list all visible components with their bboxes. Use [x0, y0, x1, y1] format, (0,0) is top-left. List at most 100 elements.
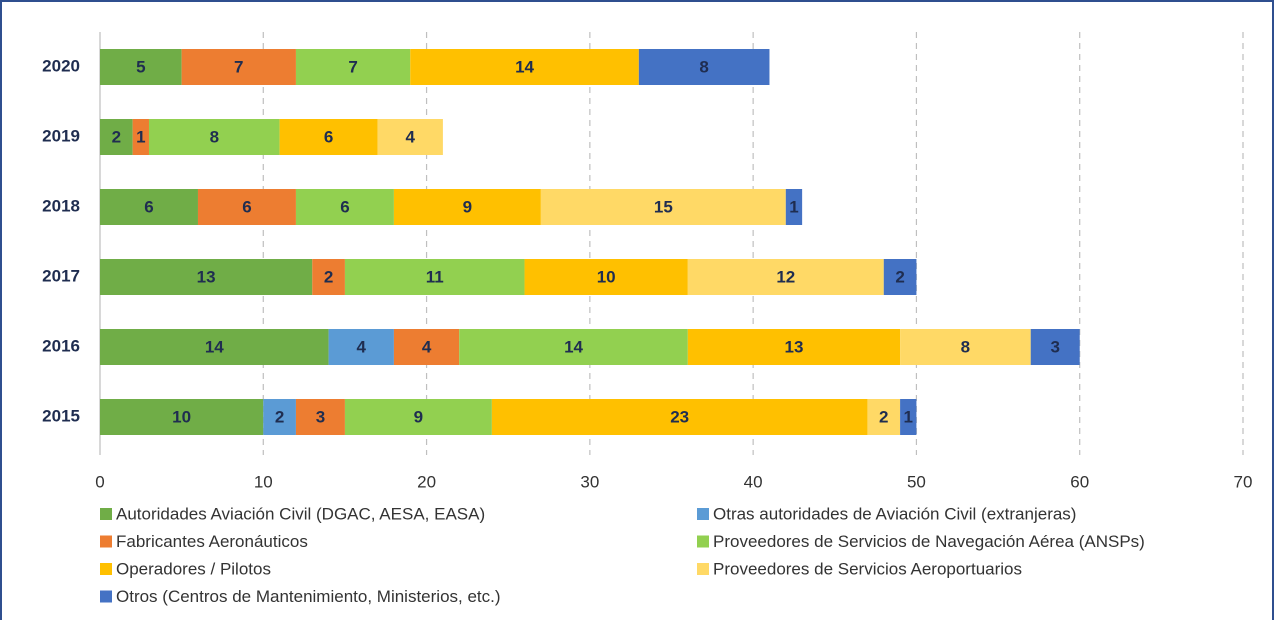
x-tick-label: 50: [907, 472, 926, 491]
data-label: 2: [895, 267, 904, 286]
bar-segment: [263, 399, 296, 435]
data-label: 12: [776, 267, 795, 286]
bar-segment: [638, 49, 770, 85]
data-label: 2: [324, 267, 333, 286]
bar-segment: [524, 259, 688, 295]
bar-segment: [279, 119, 378, 155]
bar-segment: [100, 329, 329, 365]
data-label: 6: [324, 127, 333, 146]
data-label: 6: [242, 197, 251, 216]
category-label: 2019: [42, 126, 80, 145]
bar-segment: [393, 329, 460, 365]
data-label: 13: [785, 337, 804, 356]
x-tick-label: 20: [417, 472, 436, 491]
bar-segment: [148, 119, 280, 155]
x-tick-label: 10: [254, 472, 273, 491]
bar-segment: [393, 189, 541, 225]
bar-segment: [132, 119, 149, 155]
category-label: 2015: [42, 406, 80, 425]
data-label: 14: [564, 337, 583, 356]
legend-swatch: [100, 508, 112, 520]
data-label: 4: [406, 127, 416, 146]
legend-label: Operadores / Pilotos: [116, 559, 271, 578]
x-tick-label: 30: [580, 472, 599, 491]
data-label: 3: [1050, 337, 1059, 356]
data-label: 14: [515, 57, 534, 76]
legend-swatch: [697, 535, 709, 548]
legend-label: Proveedores de Servicios Aeroportuarios: [713, 559, 1022, 578]
bar-segment: [1030, 329, 1080, 365]
bar-segment: [181, 49, 296, 85]
bar-segment: [295, 49, 411, 85]
bar-segment: [328, 329, 394, 365]
data-label: 4: [357, 337, 367, 356]
x-tick-label: 60: [1070, 472, 1089, 491]
category-label: 2016: [42, 336, 80, 355]
category-label: 2017: [42, 266, 80, 285]
bar-segment: [883, 259, 917, 295]
data-label: 14: [205, 337, 224, 356]
data-label: 8: [961, 337, 970, 356]
data-label: 8: [699, 57, 708, 76]
bar-segment: [687, 329, 901, 365]
bar-segment: [687, 259, 884, 295]
legend-swatch: [697, 563, 709, 575]
bar-segment: [295, 399, 345, 435]
bar-segment: [785, 189, 803, 225]
data-label: 7: [234, 57, 243, 76]
bar-segment: [312, 259, 345, 295]
bar-segment: [377, 119, 443, 155]
legend-swatch: [697, 508, 709, 520]
bar-segment: [197, 189, 296, 225]
legend-swatch: [100, 590, 112, 603]
data-label: 2: [112, 127, 121, 146]
bar-segment: [100, 189, 198, 225]
data-label: 1: [136, 127, 145, 146]
legend-label: Fabricantes Aeronáuticos: [116, 532, 308, 551]
data-label: 3: [316, 407, 325, 426]
data-label: 7: [348, 57, 357, 76]
legend-swatch: [100, 535, 112, 548]
data-label: 10: [597, 267, 616, 286]
x-tick-label: 70: [1234, 472, 1253, 491]
data-label: 9: [463, 197, 472, 216]
data-label: 23: [670, 407, 689, 426]
x-tick-label: 40: [744, 472, 763, 491]
bar-segment: [540, 189, 786, 225]
bar-segment: [900, 399, 917, 435]
data-label: 13: [197, 267, 216, 286]
data-label: 1: [904, 407, 913, 426]
data-label: 2: [275, 407, 284, 426]
bar-segment: [900, 329, 1031, 365]
legend-label: Otros (Centros de Mantenimiento, Ministe…: [116, 587, 501, 606]
legend-label: Proveedores de Servicios de Navegación A…: [713, 532, 1145, 551]
bar-segment: [344, 259, 525, 295]
legend-label: Otras autoridades de Aviación Civil (ext…: [713, 504, 1076, 523]
data-label: 8: [210, 127, 219, 146]
bar-segment: [344, 399, 492, 435]
data-label: 9: [414, 407, 423, 426]
bar-segment: [459, 329, 688, 365]
legend-label: Autoridades Aviación Civil (DGAC, AESA, …: [116, 504, 485, 523]
data-label: 10: [172, 407, 191, 426]
data-label: 15: [654, 197, 673, 216]
data-label: 1: [789, 197, 798, 216]
x-tick-label: 0: [95, 472, 104, 491]
bar-segment: [295, 189, 394, 225]
data-label: 6: [340, 197, 349, 216]
data-label: 2: [879, 407, 888, 426]
data-label: 4: [422, 337, 432, 356]
bar-segment: [491, 399, 868, 435]
bar-segment: [410, 49, 639, 85]
bar-segment: [100, 119, 133, 155]
legend-swatch: [100, 563, 112, 575]
data-label: 11: [426, 267, 444, 286]
category-label: 2018: [42, 196, 80, 215]
data-label: 6: [144, 197, 153, 216]
bar-segment: [867, 399, 901, 435]
bar-segment: [100, 49, 182, 85]
bar-segment: [100, 259, 313, 295]
category-label: 2020: [42, 56, 80, 75]
